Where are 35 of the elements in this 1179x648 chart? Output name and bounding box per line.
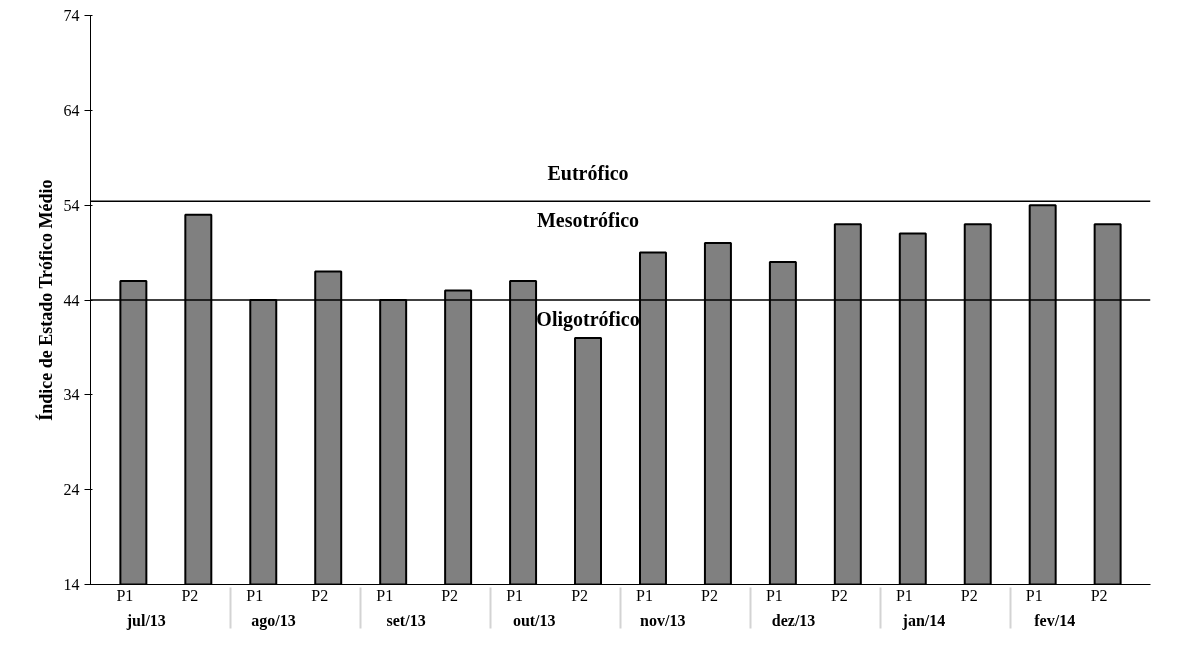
text: P2: [830, 587, 848, 604]
y-tick-label: 54: [63, 196, 80, 214]
x-tick-label: fev/14: [1034, 612, 1076, 629]
x-tick-label: jan/14: [901, 612, 946, 630]
text: P1: [246, 587, 264, 604]
y-tick-label: 24: [63, 481, 80, 499]
y-tick-label: 34: [63, 386, 80, 404]
text: P1: [895, 587, 913, 604]
y-tick-label: 74: [63, 7, 80, 24]
y-tick-label: 14: [63, 576, 80, 593]
text: P2: [1090, 587, 1108, 604]
text: P1: [376, 587, 394, 604]
text: P1: [506, 587, 524, 604]
x-tick-label: set/13: [386, 612, 426, 629]
series-label: P2: [181, 587, 199, 604]
y-tick-label: 44: [63, 291, 80, 309]
series-label: P1: [116, 587, 134, 604]
text: P2: [441, 587, 459, 604]
text: P1: [765, 587, 783, 604]
x-tick-label: out/13: [512, 612, 556, 629]
x-tick-label: nov/13: [640, 612, 686, 629]
text: P2: [311, 587, 329, 604]
x-tick-label: dez/13: [771, 612, 816, 629]
text: P2: [571, 587, 589, 604]
x-tick-label: jul/13: [125, 612, 166, 630]
text: P1: [1025, 587, 1043, 604]
annotation: Eutrófico: [547, 161, 629, 184]
text: P2: [701, 587, 718, 604]
annotation: Oligotrófico: [536, 307, 640, 331]
text: P2: [960, 587, 978, 604]
x-tick-label: ago/13: [251, 612, 296, 630]
annotation: Mesotrófico: [536, 209, 640, 232]
y-tick-label: 64: [63, 101, 80, 119]
y-axis-title: Índice de Estado Trófico Médio: [34, 179, 56, 421]
text: P1: [636, 587, 653, 604]
